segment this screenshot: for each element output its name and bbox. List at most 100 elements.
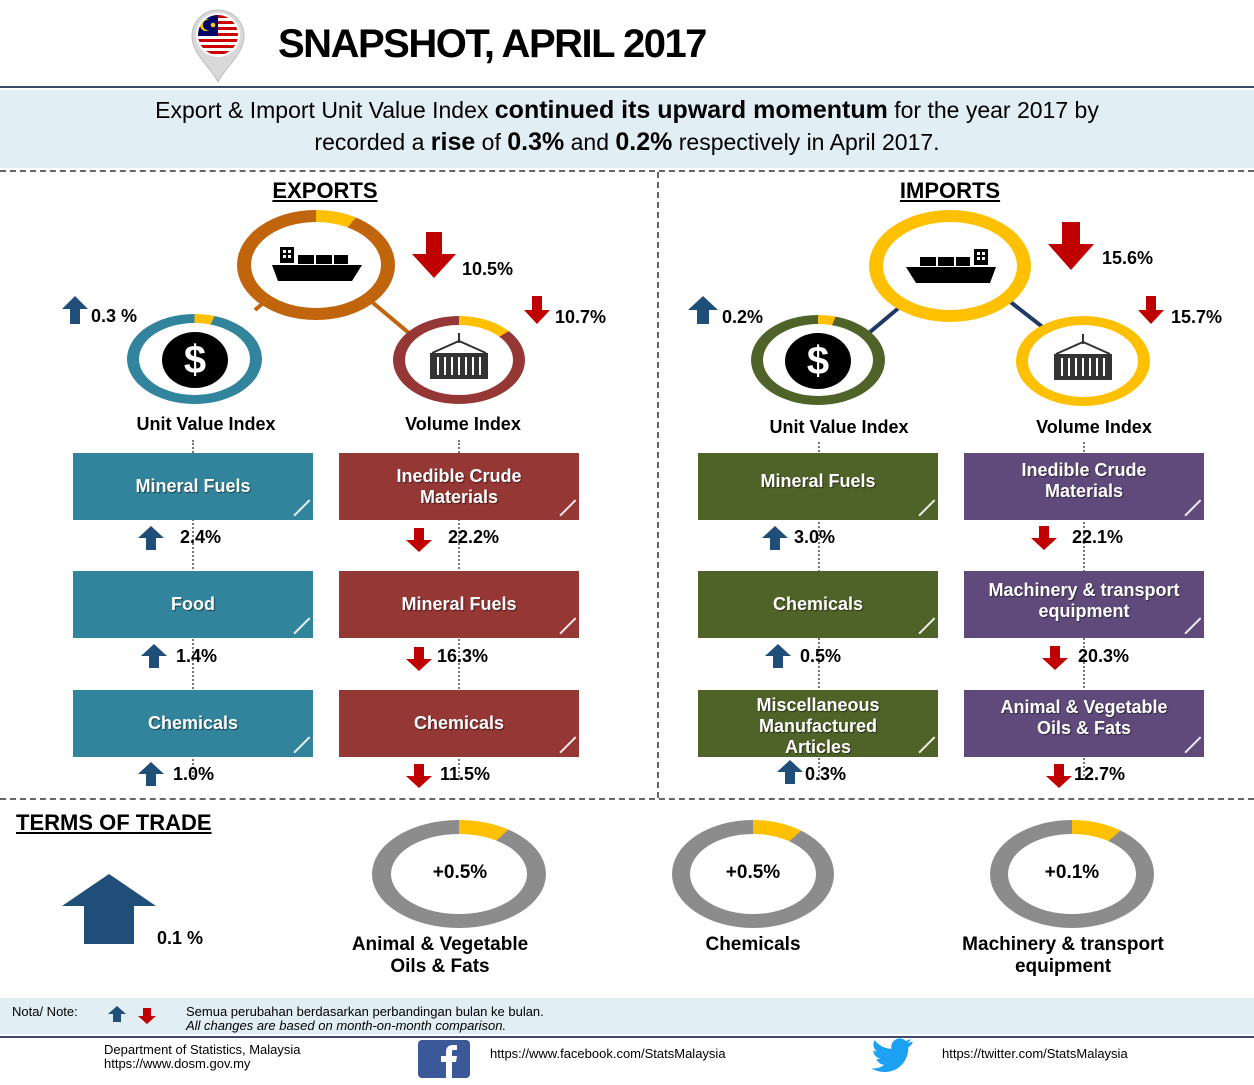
summary-part: recorded a: [314, 129, 431, 155]
summary-part: of: [475, 129, 508, 155]
imports-uvi-change: 0.2%: [722, 307, 764, 327]
item-label: Miscellaneous Manufactured Articles: [756, 695, 880, 757]
header-divider: [0, 86, 1254, 88]
tot-item-label: Chemicals: [633, 934, 873, 956]
tot-item-label: Machinery & transport equipment: [933, 934, 1193, 978]
twitter-link[interactable]: https://twitter.com/StatsMalaysia: [942, 1046, 1128, 1061]
note-english: All changes are based on month-on-month …: [186, 1018, 507, 1033]
up-arrow-icon: [688, 296, 718, 324]
page-title: SNAPSHOT, APRIL 2017: [278, 22, 707, 66]
down-arrow-icon: [406, 647, 432, 671]
exports-uvi-item-box: Mineral Fuels: [73, 453, 313, 520]
item-label: Inedible Crude Materials: [396, 465, 522, 507]
exports-volume-label: Volume Index: [405, 414, 521, 434]
twitter-icon[interactable]: [870, 1038, 918, 1072]
up-arrow-icon: [62, 874, 156, 944]
summary-part: respectively in April 2017.: [672, 129, 940, 155]
dollar-icon: $: [785, 333, 851, 389]
malaysia-flag-pin-icon: [186, 6, 250, 84]
item-label: Machinery & transport equipment: [988, 579, 1180, 621]
imports-volume-item-box: Inedible Crude Materials: [964, 453, 1204, 520]
summary-part: for the year 2017 by: [887, 97, 1099, 123]
up-arrow-icon: [138, 526, 164, 550]
summary-highlight: rise: [430, 128, 476, 156]
imports-uvi-item-change: 0.5%: [800, 646, 842, 666]
summary-banner: [0, 90, 1254, 168]
tot-item-label: Animal & Vegetable Oils & Fats: [320, 934, 560, 978]
imports-uvi-item-change: 3.0%: [794, 527, 836, 547]
imports-total-change: 15.6%: [1102, 248, 1154, 268]
up-arrow-icon: [141, 644, 167, 668]
imports-uvi-label: Unit Value Index: [769, 417, 909, 437]
imports-volume-label: Volume Index: [1036, 417, 1152, 437]
note-bar: [0, 998, 1254, 1034]
down-arrow-icon: [1031, 526, 1057, 550]
tot-item-label-line: equipment: [1014, 956, 1112, 977]
summary-text: Export & Import Unit Value Index continu…: [20, 94, 1234, 158]
tot-ring-center: [391, 834, 527, 914]
note-malay: Semua perubahan berdasarkan perbandingan…: [186, 1004, 544, 1019]
tot-item-label-line: Animal & Vegetable: [351, 934, 529, 955]
terms-of-trade-heading: TERMS OF TRADE: [16, 810, 212, 835]
exports-volume-item-change: 22.2%: [448, 527, 500, 547]
up-arrow-icon: [765, 644, 791, 668]
exports-volume-item-box: Chemicals: [339, 690, 579, 757]
imports-uvi-item-box: Mineral Fuels: [698, 453, 938, 520]
imports-volume-item-box: Animal & Vegetable Oils & Fats: [964, 690, 1204, 757]
container-icon: [1048, 332, 1118, 386]
facebook-link[interactable]: https://www.facebook.com/StatsMalaysia: [490, 1046, 726, 1061]
item-label: Inedible Crude Materials: [1021, 459, 1147, 501]
column-divider: [657, 172, 659, 798]
exports-uvi-item-box: Chemicals: [73, 690, 313, 757]
tot-ring-value: +0.5%: [432, 862, 488, 883]
tot-ring-value: +0.5%: [725, 862, 781, 883]
exports-uvi-item-change: 2.4%: [180, 527, 222, 547]
exports-heading: EXPORTS: [272, 178, 378, 203]
ship-icon: [270, 243, 366, 287]
imports-volume-item-change: 20.3%: [1078, 646, 1130, 666]
down-arrow-icon: [524, 296, 550, 324]
tot-ring-center: [690, 834, 816, 914]
down-arrow-icon: [138, 1008, 156, 1024]
imports-volume-item-change: 22.1%: [1072, 527, 1124, 547]
up-arrow-icon: [108, 1006, 126, 1022]
imports-uvi-item-change: 0.3%: [805, 764, 847, 784]
ship-icon: [902, 245, 998, 289]
up-arrow-icon: [762, 526, 788, 550]
terms-of-trade-change: 0.1 %: [157, 928, 204, 948]
facebook-icon[interactable]: [418, 1040, 470, 1078]
down-arrow-icon: [1048, 222, 1094, 270]
exports-uvi-item-box: Food: [73, 571, 313, 638]
exports-volume-item-change: 16.3%: [437, 646, 489, 666]
tot-item-label-line: Machinery & transport: [962, 934, 1164, 955]
tot-ring-value: +0.1%: [1044, 862, 1100, 883]
tot-ring-center: [1008, 834, 1136, 914]
down-arrow-icon: [412, 232, 456, 278]
imports-uvi-item-box: Miscellaneous Manufactured Articles: [698, 690, 938, 757]
dollar-icon: $: [162, 332, 228, 388]
imports-volume-item-box: Machinery & transport equipment: [964, 571, 1204, 638]
exports-volume-change: 10.7%: [555, 307, 607, 327]
down-arrow-icon: [406, 764, 432, 788]
section-divider: [0, 170, 1254, 172]
imports-volume-change: 15.7%: [1171, 307, 1223, 327]
imports-uvi-item-box: Chemicals: [698, 571, 938, 638]
exports-uvi-item-change: 1.0%: [173, 764, 215, 784]
footer-dept: Department of Statistics, Malaysia: [104, 1042, 301, 1057]
summary-highlight: 0.3%: [507, 128, 565, 156]
up-arrow-icon: [777, 760, 803, 784]
down-arrow-icon: [1138, 296, 1164, 324]
exports-uvi-item-change: 1.4%: [176, 646, 218, 666]
up-arrow-icon: [62, 296, 88, 324]
summary-highlight: continued its upward momentum: [494, 96, 888, 124]
down-arrow-icon: [1042, 646, 1068, 670]
up-arrow-icon: [138, 762, 164, 786]
exports-uvi-change: 0.3 %: [91, 306, 138, 326]
imports-heading: IMPORTS: [899, 178, 1001, 203]
imports-volume-item-change: 12.7%: [1074, 764, 1126, 784]
summary-highlight: 0.2%: [615, 128, 673, 156]
footer-website-link[interactable]: https://www.dosm.gov.my: [104, 1056, 251, 1071]
item-label: Animal & Vegetable Oils & Fats: [1000, 696, 1168, 738]
container-icon: [424, 331, 494, 385]
exports-volume-item-change: 11.5%: [440, 764, 491, 784]
